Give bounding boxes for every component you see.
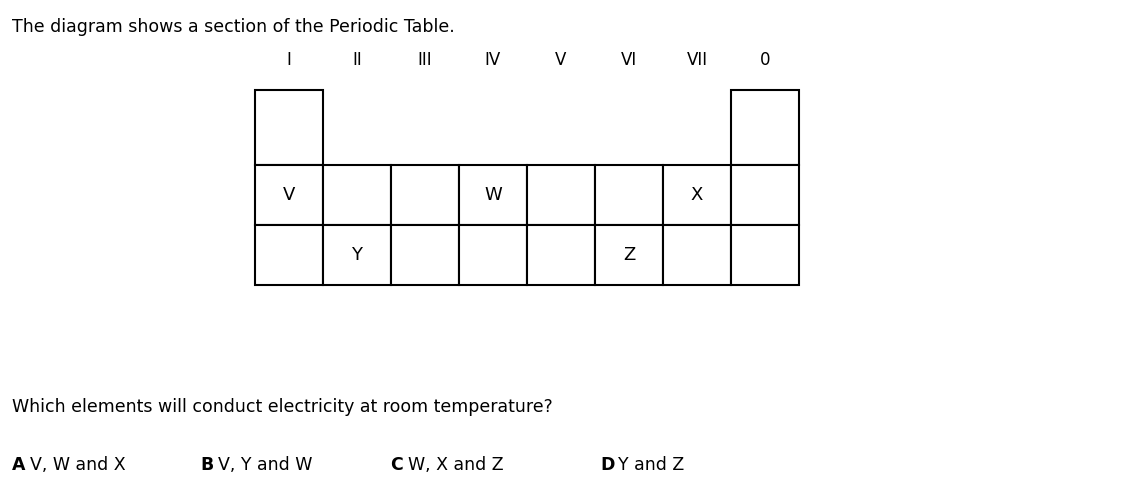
Bar — [595, 165, 663, 225]
Text: V, W and X: V, W and X — [30, 456, 126, 474]
Text: Y and Z: Y and Z — [617, 456, 684, 474]
Bar — [255, 90, 323, 165]
Text: III: III — [418, 51, 432, 69]
Text: I: I — [286, 51, 292, 69]
Bar — [527, 165, 595, 225]
Text: V: V — [283, 186, 295, 204]
Text: The diagram shows a section of the Periodic Table.: The diagram shows a section of the Perio… — [12, 18, 455, 36]
Bar — [459, 165, 527, 225]
Bar — [255, 225, 323, 285]
Text: D: D — [600, 456, 614, 474]
Bar — [390, 165, 459, 225]
Text: Y: Y — [352, 246, 362, 264]
Bar — [459, 225, 527, 285]
Bar — [663, 225, 731, 285]
Bar — [731, 165, 799, 225]
Bar — [323, 225, 390, 285]
Bar — [255, 165, 323, 225]
Text: IV: IV — [485, 51, 502, 69]
Text: II: II — [352, 51, 362, 69]
Bar — [323, 165, 390, 225]
Text: VII: VII — [687, 51, 707, 69]
Bar — [390, 225, 459, 285]
Text: C: C — [390, 456, 403, 474]
Text: B: B — [200, 456, 213, 474]
Text: Which elements will conduct electricity at room temperature?: Which elements will conduct electricity … — [12, 398, 553, 416]
Bar — [663, 165, 731, 225]
Text: 0: 0 — [759, 51, 771, 69]
Bar — [595, 225, 663, 285]
Text: V, Y and W: V, Y and W — [218, 456, 312, 474]
Bar — [731, 225, 799, 285]
Bar — [527, 225, 595, 285]
Text: W, X and Z: W, X and Z — [407, 456, 504, 474]
Text: Z: Z — [623, 246, 636, 264]
Text: VI: VI — [621, 51, 637, 69]
Text: X: X — [691, 186, 704, 204]
Text: W: W — [485, 186, 502, 204]
Text: A: A — [12, 456, 25, 474]
Bar — [731, 90, 799, 165]
Text: V: V — [555, 51, 566, 69]
